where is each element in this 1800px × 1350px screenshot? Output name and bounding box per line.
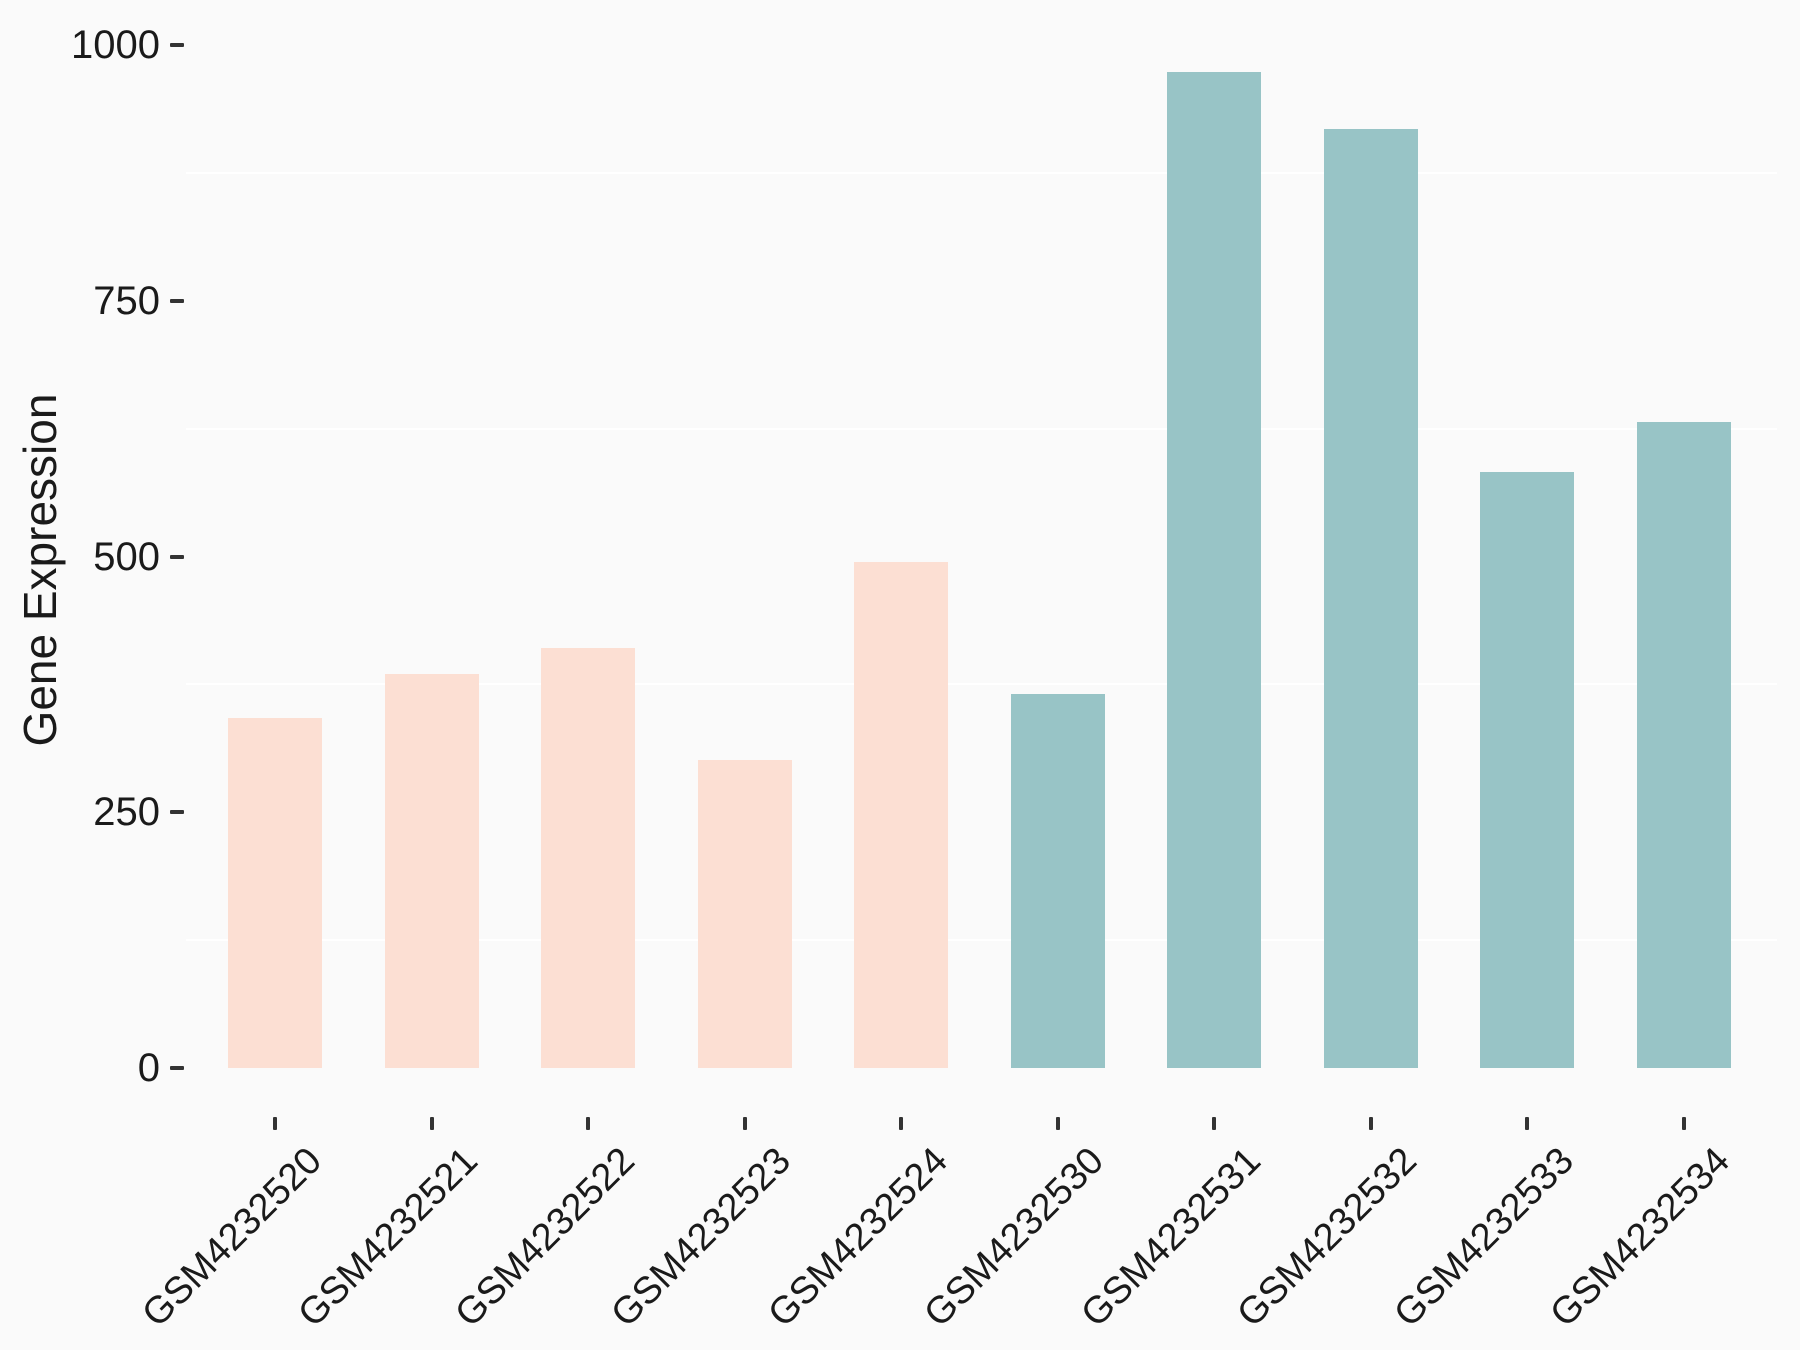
- bar-GSM4232523: [697, 760, 792, 1068]
- bar-GSM4232521: [384, 674, 479, 1068]
- x-tick-mark-GSM4232523: [742, 1117, 747, 1130]
- bar-GSM4232524: [854, 561, 948, 1068]
- y-tick-mark-0: [170, 1066, 184, 1070]
- minor-gridline-625: [186, 427, 1777, 430]
- bar-GSM4232531: [1167, 71, 1261, 1068]
- x-tick-mark-GSM4232522: [586, 1117, 590, 1130]
- plot-panel: [186, 22, 1777, 1117]
- minor-gridline-125: [186, 939, 1777, 942]
- x-tick-mark-GSM4232531: [1212, 1117, 1216, 1130]
- y-tick-label-500: 500: [93, 534, 160, 579]
- y-tick-label-1000: 1000: [71, 23, 160, 68]
- bar-GSM4232520: [228, 718, 322, 1068]
- x-tick-mark-GSM4232524: [899, 1117, 903, 1130]
- x-tick-mark-GSM4232530: [1055, 1117, 1060, 1130]
- bar-GSM4232530: [1010, 693, 1105, 1068]
- y-tick-mark-1000: [170, 43, 184, 48]
- bar-GSM4232522: [541, 647, 635, 1068]
- y-tick-label-750: 750: [93, 278, 160, 323]
- minor-gridline-375: [186, 683, 1777, 686]
- y-tick-mark-500: [170, 554, 184, 559]
- y-tick-mark-250: [170, 810, 184, 815]
- x-tick-mark-GSM4232521: [429, 1117, 434, 1130]
- bar-GSM4232534: [1636, 421, 1731, 1068]
- bar-GSM4232533: [1480, 471, 1574, 1068]
- x-tick-mark-GSM4232533: [1525, 1117, 1529, 1130]
- y-tick-mark-750: [170, 298, 184, 303]
- x-tick-mark-GSM4232534: [1681, 1117, 1686, 1130]
- minor-gridline-875: [186, 172, 1777, 175]
- x-tick-mark-GSM4232520: [273, 1117, 277, 1130]
- x-tick-mark-GSM4232532: [1368, 1117, 1373, 1130]
- y-tick-label-250: 250: [93, 790, 160, 835]
- bar-GSM4232532: [1323, 129, 1418, 1068]
- y-tick-label-0: 0: [137, 1046, 160, 1090]
